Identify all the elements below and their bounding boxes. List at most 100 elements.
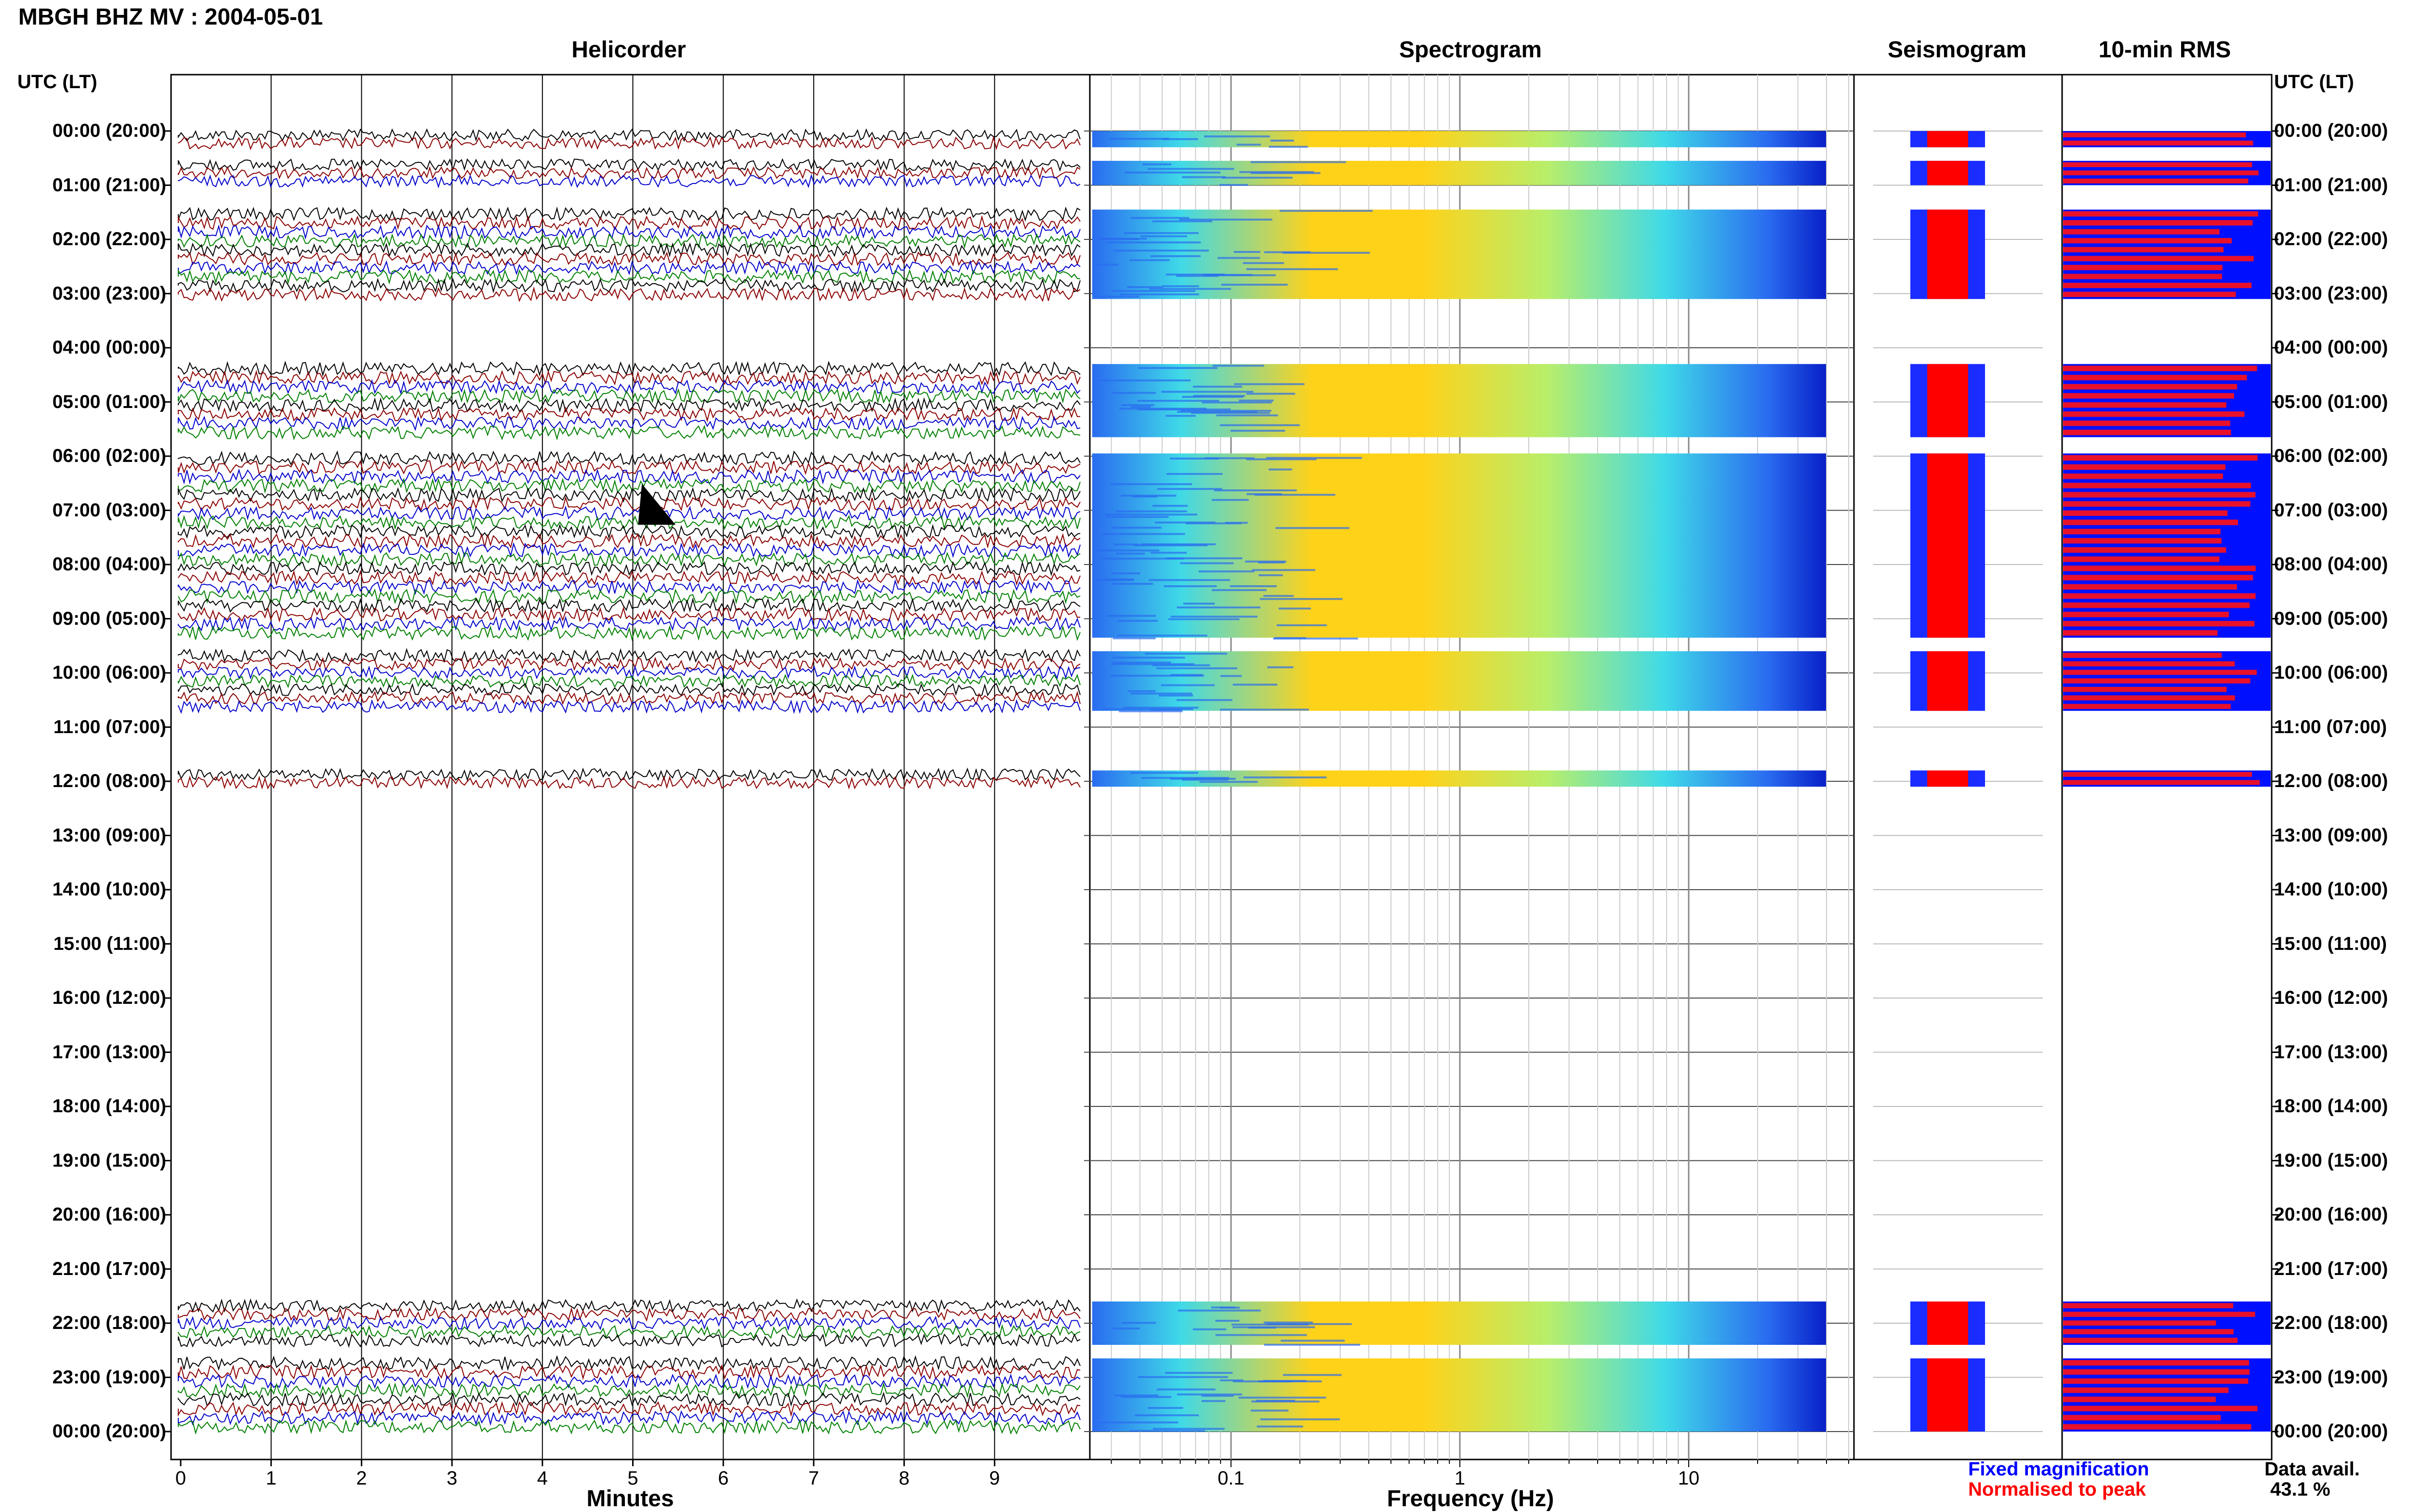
rms-bar — [2063, 528, 2221, 535]
rms-bar — [2063, 211, 2258, 217]
helicorder-trace — [178, 625, 1081, 642]
rms-bar — [2063, 421, 2230, 426]
left-axis-header: UTC (LT) — [17, 71, 97, 92]
spectrogram-streak — [1112, 392, 1156, 394]
helicorder-trace — [178, 269, 1081, 285]
spectrogram-streak — [1099, 238, 1138, 240]
helicorder-trace — [178, 277, 1081, 294]
spectrogram-streak — [1258, 574, 1283, 577]
spectrogram-streak — [1111, 572, 1140, 575]
helicorder-trace — [178, 388, 1081, 404]
rms-bar — [2063, 1329, 2234, 1335]
spectrogram-streak — [1275, 527, 1350, 529]
spectrogram-streak — [1266, 1323, 1352, 1325]
spectrogram-streak — [1130, 772, 1198, 774]
hour-label-left: 14:00 (10:00) — [52, 879, 166, 900]
rms-bar — [2063, 678, 2250, 684]
spectrogram-streak — [1165, 415, 1196, 417]
helicorder-trace — [178, 579, 1081, 595]
helicorder-trace — [178, 166, 1081, 180]
hour-label-right: 08:00 (04:00) — [2274, 554, 2388, 575]
rms-bar — [2063, 274, 2222, 279]
spectrogram-streak — [1098, 295, 1140, 298]
hour-label-right: 04:00 (00:00) — [2274, 337, 2388, 358]
rms-frame — [2061, 74, 2273, 1460]
minute-tick-label: 2 — [356, 1468, 367, 1489]
helicorder-trace — [178, 1324, 1081, 1340]
spectrogram-streak — [1140, 543, 1216, 546]
spectrogram-streak — [1177, 699, 1232, 701]
spectrogram-streak — [1150, 255, 1201, 257]
helicorder-trace — [178, 682, 1081, 697]
hour-label-right: 14:00 (10:00) — [2274, 879, 2388, 900]
spectrogram-streak — [1100, 557, 1184, 560]
rms-bar — [2063, 170, 2259, 175]
spectrogram-streak — [1246, 458, 1317, 460]
helicorder-trace — [178, 597, 1081, 614]
rms-bar — [2063, 473, 2223, 479]
helicorder-trace — [178, 1364, 1081, 1381]
hour-label-right: 00:00 (20:00) — [2274, 1421, 2388, 1442]
spectrogram-streak — [1115, 510, 1187, 513]
spectrogram-streak — [1156, 1388, 1216, 1391]
spectrogram-streak — [1106, 516, 1169, 518]
helicorder-trace — [178, 570, 1081, 586]
spectrogram-streak — [1122, 1322, 1156, 1324]
spectrogram-streak — [1138, 408, 1231, 411]
spectrogram-streak — [1130, 406, 1151, 408]
spectrogram-streak — [1204, 135, 1270, 138]
spectrogram-streak — [1199, 570, 1255, 573]
rms-bar — [2063, 772, 2252, 777]
spectrogram-streak — [1281, 1340, 1345, 1342]
spectrogram-streak — [1111, 663, 1195, 665]
rms-bar — [2063, 653, 2222, 658]
spectrogram-title: Spectrogram — [1399, 37, 1542, 63]
helicorder-trace — [178, 128, 1081, 142]
helicorder-trace — [178, 460, 1081, 475]
hour-label-left: 11:00 (07:00) — [53, 716, 166, 737]
hour-label-left: 10:00 (06:00) — [52, 662, 166, 683]
spectrogram-streak — [1258, 561, 1285, 564]
right-axis-header: UTC (LT) — [2274, 71, 2354, 92]
rms-bar — [2063, 430, 2231, 435]
seismogram-title: Seismogram — [1887, 37, 2027, 63]
helicorder-trace — [178, 551, 1081, 567]
helicorder-trace — [178, 242, 1081, 258]
helicorder-trace — [178, 1410, 1081, 1426]
rms-bar — [2063, 501, 2250, 507]
rms-bar — [2063, 1303, 2234, 1309]
spectrogram-streak — [1162, 138, 1198, 140]
rms-bar — [2063, 455, 2258, 461]
spectrogram-streak — [1130, 217, 1190, 219]
helicorder-trace — [178, 468, 1081, 485]
hour-label-right: 10:00 (06:00) — [2274, 662, 2388, 683]
spectrogram-streak — [1212, 365, 1264, 367]
spectrogram-streak — [1243, 776, 1327, 778]
helicorder-trace — [178, 1382, 1081, 1398]
hour-label-left: 01:00 (21:00) — [52, 174, 166, 196]
rms-bar — [2063, 247, 2224, 252]
spectrogram-streak — [1264, 1343, 1361, 1346]
plot-title: MBGH BHZ MV : 2004-05-01 — [18, 4, 323, 30]
spectrogram-streak — [1140, 235, 1187, 237]
helicorder-trace — [178, 397, 1081, 413]
helicorder-trace — [178, 1307, 1081, 1322]
spectrogram-streak — [1246, 393, 1296, 395]
helicorder-trace — [178, 158, 1081, 172]
spectrogram-streak — [1138, 367, 1218, 369]
helicorder-trace — [178, 486, 1081, 503]
spectrogram-streak — [1232, 1326, 1315, 1328]
spectrogram-streak — [1114, 250, 1209, 252]
helicorder-trace — [178, 206, 1081, 222]
spectrogram-streak — [1112, 1328, 1140, 1330]
spectrogram-streak — [1109, 138, 1169, 140]
hour-label-left: 02:00 (22:00) — [52, 229, 166, 250]
rms-bar — [2063, 661, 2235, 667]
spectrogram-streak — [1239, 171, 1314, 173]
spectrogram-streak — [1182, 395, 1244, 398]
hour-label-left: 04:00 (00:00) — [52, 337, 166, 358]
spectrogram-streak — [1101, 533, 1185, 535]
hour-label-left: 00:00 (20:00) — [52, 1421, 166, 1442]
spectrogram-streak — [1112, 290, 1196, 292]
